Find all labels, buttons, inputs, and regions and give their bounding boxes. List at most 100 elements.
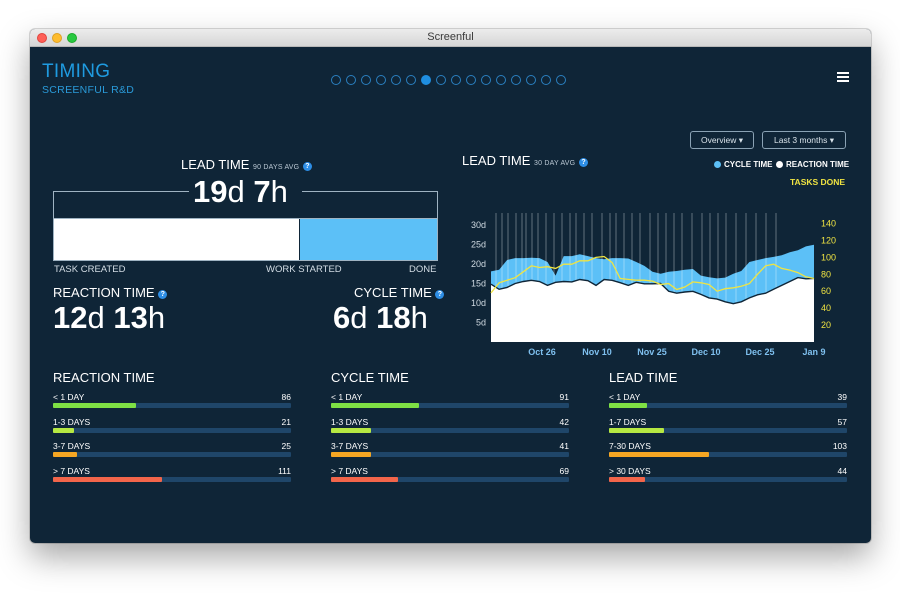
slide-dot[interactable] (451, 75, 461, 85)
bucket-track (331, 403, 569, 408)
slide-dot[interactable] (481, 75, 491, 85)
bucket-count: 103 (832, 441, 847, 451)
distribution-row: 7-30 DAYS 103 (609, 441, 847, 466)
unit-days: d (350, 300, 368, 335)
y-left-tick-label: 10d (471, 298, 486, 308)
slide-dot[interactable] (346, 75, 356, 85)
slide-dot[interactable] (511, 75, 521, 85)
cycle-time-value: 6d 18h (333, 300, 428, 336)
bucket-count: 44 (837, 465, 847, 476)
slide-dot[interactable] (496, 75, 506, 85)
bucket-label: > 7 DAYS (331, 465, 368, 476)
bucket-track (53, 452, 291, 457)
cycle-hours: 18 (376, 300, 411, 335)
chart-title: LEAD TIME 30 DAY AVG ? (462, 153, 588, 168)
bucket-fill (609, 476, 645, 482)
minimize-window-button[interactable] (52, 33, 62, 43)
distribution-row: 1-7 DAYS 57 (609, 417, 847, 442)
bucket-label: 1-3 DAYS (331, 416, 369, 427)
bucket-track (609, 452, 847, 457)
slide-dot[interactable] (466, 75, 476, 85)
y-left-tick-label: 30d (471, 220, 486, 230)
bucket-fill (53, 452, 77, 457)
bucket-label: 1-3 DAYS (53, 416, 91, 427)
lead-time-label: LEAD TIME (181, 157, 250, 172)
slide-dot[interactable] (391, 75, 401, 85)
slide-dot[interactable] (361, 75, 371, 85)
bucket-label: < 1 DAY (609, 392, 641, 402)
bucket-track (53, 476, 291, 482)
lead-time-chart: 5d 10d 15d 20d 25d 30d 20 40 60 80 100 120 140 Oct 26… (471, 213, 836, 357)
lead-time-hours: 7 (253, 174, 271, 209)
slide-dot[interactable] (436, 75, 446, 85)
distribution-title: CYCLE TIME (331, 370, 409, 385)
distribution-title: REACTION TIME (53, 370, 155, 385)
bucket-count: 69 (559, 465, 569, 476)
bucket-track (331, 427, 569, 433)
y-right-tick-label: 40 (821, 303, 831, 313)
lead-time-bracket-tick (53, 191, 54, 219)
bucket-fill (331, 427, 371, 433)
reaction-time-area (491, 277, 814, 342)
legend-swatch (714, 161, 721, 168)
legend-swatch (776, 161, 783, 168)
slide-dot[interactable] (526, 75, 536, 85)
distribution-row: > 30 DAYS 44 (609, 466, 847, 491)
zoom-window-button[interactable] (67, 33, 77, 43)
bucket-label: 7-30 DAYS (609, 441, 651, 451)
bucket-count: 41 (559, 441, 569, 451)
unit-days: d (87, 300, 105, 335)
distribution-row: < 1 DAY 91 (331, 392, 569, 417)
title-bar: Screenful (30, 29, 871, 47)
slide-dot[interactable] (556, 75, 566, 85)
range-dropdown[interactable]: Last 3 months ▾ (762, 131, 846, 149)
lead-time-value: 19d 7h (193, 174, 288, 210)
help-icon[interactable]: ? (302, 162, 312, 171)
cycle-days: 6 (333, 300, 351, 335)
lead-time-heading: LEAD TIME 90 DAYS AVG ? (181, 157, 312, 172)
slide-dot[interactable] (376, 75, 386, 85)
slide-dot[interactable] (421, 75, 431, 85)
y-right-tick-label: 80 (821, 269, 831, 279)
y-right-tick-label: 60 (821, 286, 831, 296)
bucket-label: 3-7 DAYS (331, 441, 369, 451)
help-icon[interactable]: ? (578, 158, 588, 167)
distribution-row: 3-7 DAYS 41 (331, 441, 569, 466)
y-left-tick-label: 5d (476, 317, 486, 327)
slide-dot[interactable] (331, 75, 341, 85)
bucket-fill (609, 427, 664, 433)
distribution-title: LEAD TIME (609, 370, 678, 385)
legend-reaction-time: REACTION TIME (776, 160, 849, 169)
lead-time-days: 19 (193, 174, 228, 209)
distribution-row: 3-7 DAYS 25 (53, 441, 291, 466)
page-title: TIMING (42, 61, 111, 82)
slide-dot[interactable] (406, 75, 416, 85)
work-started-label: WORK STARTED (266, 264, 342, 275)
hamburger-menu-icon[interactable] (837, 72, 849, 82)
bucket-count: 25 (281, 441, 291, 451)
help-icon[interactable]: ? (158, 290, 168, 299)
x-tick-label: Nov 10 (582, 347, 612, 357)
unit-hours: h (270, 174, 288, 209)
bucket-track (609, 427, 847, 433)
dashboard: TIMING SCREENFUL R&D LEAD TIME 90 DAYS A… (30, 47, 871, 543)
x-tick-label: Oct 26 (528, 347, 556, 357)
bucket-label: 3-7 DAYS (53, 441, 91, 451)
bucket-fill (331, 403, 419, 408)
slide-dot[interactable] (541, 75, 551, 85)
bucket-fill (53, 476, 162, 482)
cycle-time-heading: CYCLE TIME ? (354, 285, 445, 300)
close-window-button[interactable] (37, 33, 47, 43)
legend-tasks-done: TASKS DONE (790, 177, 846, 187)
lead-time-avg-note: 90 DAYS AVG (253, 164, 300, 171)
reaction-time-line (490, 276, 815, 305)
help-icon[interactable]: ? (435, 290, 445, 299)
view-dropdown[interactable]: Overview ▾ (690, 131, 754, 149)
reaction-time-heading: REACTION TIME ? (53, 285, 168, 300)
task-created-label: TASK CREATED (54, 264, 126, 275)
bucket-track (331, 452, 569, 457)
bucket-count: 57 (837, 416, 847, 427)
y-left-tick-label: 25d (471, 239, 486, 249)
bucket-label: > 30 DAYS (609, 465, 651, 476)
bucket-count: 86 (281, 392, 291, 402)
